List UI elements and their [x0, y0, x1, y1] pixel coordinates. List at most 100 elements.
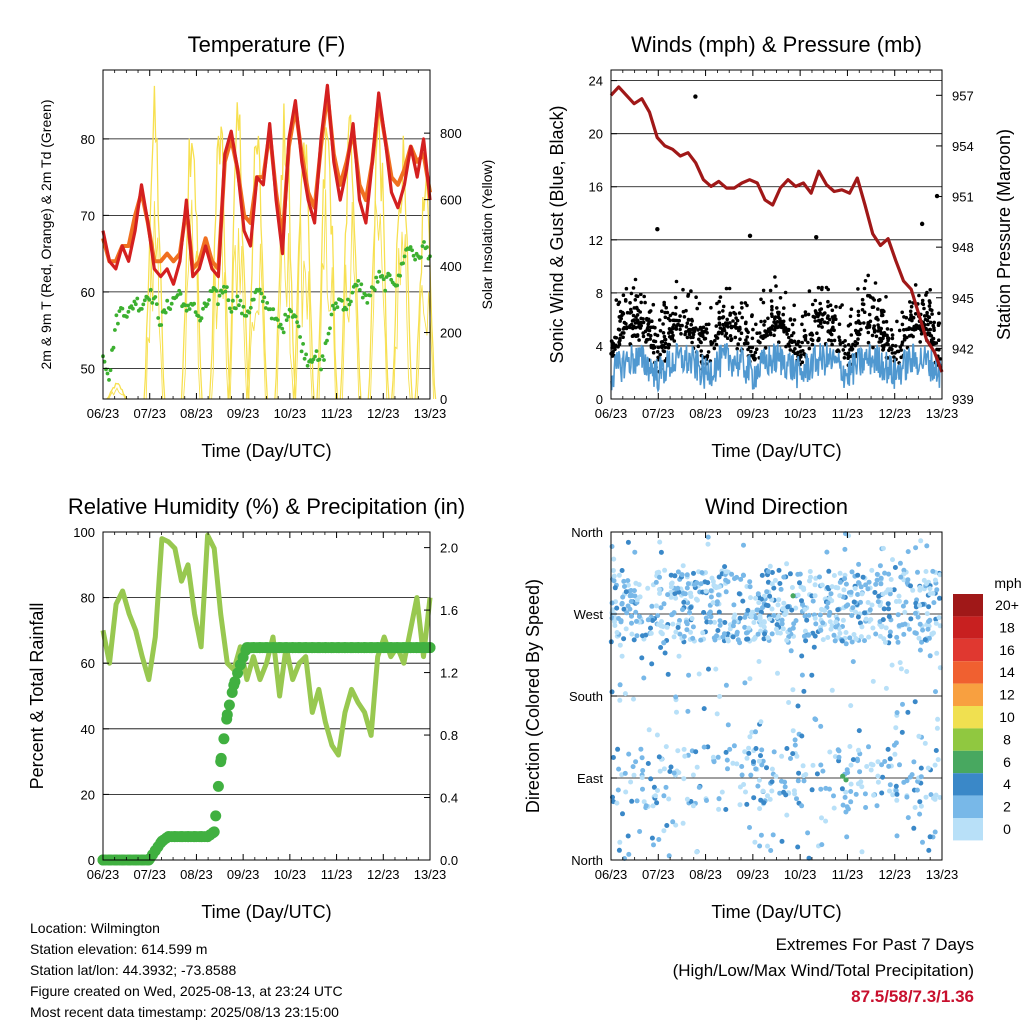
direction-point [843, 789, 849, 795]
gust-point [913, 312, 918, 316]
gust-point [874, 334, 879, 339]
direction-point [922, 637, 928, 643]
x-tick-label-3-3: 09/23 [737, 867, 770, 882]
gust-point [881, 308, 885, 313]
gust-point [727, 286, 732, 291]
direction-point [812, 582, 818, 588]
dewpoint-point [383, 288, 388, 293]
gust-point [686, 294, 690, 298]
direction-point [927, 586, 933, 592]
y2-tick-label-1-2: 945 [952, 291, 974, 306]
gust-point [770, 307, 774, 312]
direction-point [829, 687, 835, 693]
direction-point [877, 563, 883, 569]
gust-point [694, 295, 698, 300]
dewpoint-point [346, 297, 350, 302]
direction-point [855, 758, 860, 764]
direction-point [662, 567, 668, 573]
direction-point [877, 633, 883, 639]
dewpoint-point [384, 275, 389, 279]
gust-point [733, 335, 738, 340]
location-text: Location: Wilmington [30, 920, 160, 936]
gust-point [853, 343, 857, 348]
colorbar-label-2: 16 [999, 642, 1015, 658]
direction-point [833, 619, 839, 625]
direction-point [716, 609, 722, 615]
gust-point [662, 300, 666, 305]
direction-point [875, 779, 881, 785]
gust-point [661, 322, 665, 326]
gust-point [681, 287, 685, 292]
direction-point [694, 597, 700, 603]
dewpoint-point [344, 307, 349, 312]
gust-point [745, 335, 749, 339]
gust-point [728, 311, 733, 316]
gust-point [909, 333, 914, 338]
direction-point [756, 659, 762, 664]
direction-point [664, 823, 670, 828]
direction-point [680, 590, 686, 596]
gust-point [838, 338, 842, 343]
direction-point [807, 578, 812, 584]
insolation-line-12 [416, 285, 435, 400]
gust-point [907, 326, 911, 330]
x-tick-label-2-7: 13/23 [414, 867, 447, 882]
direction-point [879, 762, 885, 768]
direction-point [764, 589, 770, 595]
gust-point [876, 323, 880, 327]
direction-point [746, 750, 752, 756]
direction-point [879, 623, 885, 629]
direction-point [837, 579, 843, 585]
direction-point [640, 633, 645, 639]
direction-point [924, 581, 929, 587]
gust-point [687, 332, 692, 337]
gust-point [774, 323, 778, 327]
gust-point [645, 316, 649, 321]
direction-point [753, 766, 759, 772]
gust-point [884, 295, 888, 299]
x-tick-label-0-6: 12/23 [367, 406, 400, 421]
gust-point [817, 318, 821, 323]
direction-point [633, 609, 639, 615]
gust-point [618, 333, 623, 337]
x-tick-label-2-4: 10/23 [274, 867, 307, 882]
direction-point [708, 619, 713, 625]
gust-point [919, 221, 925, 227]
direction-point [800, 763, 806, 769]
gust-point [613, 347, 617, 352]
gust-point [856, 287, 860, 291]
gust-point [751, 327, 755, 332]
direction-point [917, 647, 923, 653]
direction-point [812, 615, 818, 621]
direction-point [672, 591, 678, 597]
direction-point [917, 799, 923, 805]
direction-point [646, 727, 652, 733]
direction-point [878, 575, 884, 581]
gust-point [907, 317, 912, 322]
direction-point [809, 672, 815, 678]
gust-point [802, 328, 807, 333]
gust-point [928, 288, 932, 292]
insolation-line-5 [246, 135, 269, 400]
direction-point [924, 611, 930, 617]
dewpoint-point [178, 292, 183, 296]
dewpoint-point [220, 290, 225, 295]
insolation-line-9 [339, 114, 362, 400]
gust-point [938, 357, 942, 361]
extremes-subheading: (High/Low/Max Wind/Total Precipitation) [672, 961, 974, 980]
dewpoint-point [262, 295, 267, 300]
dewpoint-point [286, 314, 291, 319]
direction-point [917, 602, 922, 608]
direction-point [753, 746, 759, 751]
direction-point [779, 778, 784, 784]
direction-point [843, 809, 849, 815]
direction-point [831, 805, 837, 811]
direction-point [626, 851, 632, 857]
x-axis-label-0: Time (Day/UTC) [201, 441, 331, 461]
gust-point [769, 312, 774, 316]
chart-title-3: Wind Direction [705, 494, 848, 519]
insolation-line-2 [183, 199, 201, 400]
gust-point [904, 327, 909, 332]
gust-point [655, 226, 660, 232]
dewpoint-point [263, 306, 268, 310]
